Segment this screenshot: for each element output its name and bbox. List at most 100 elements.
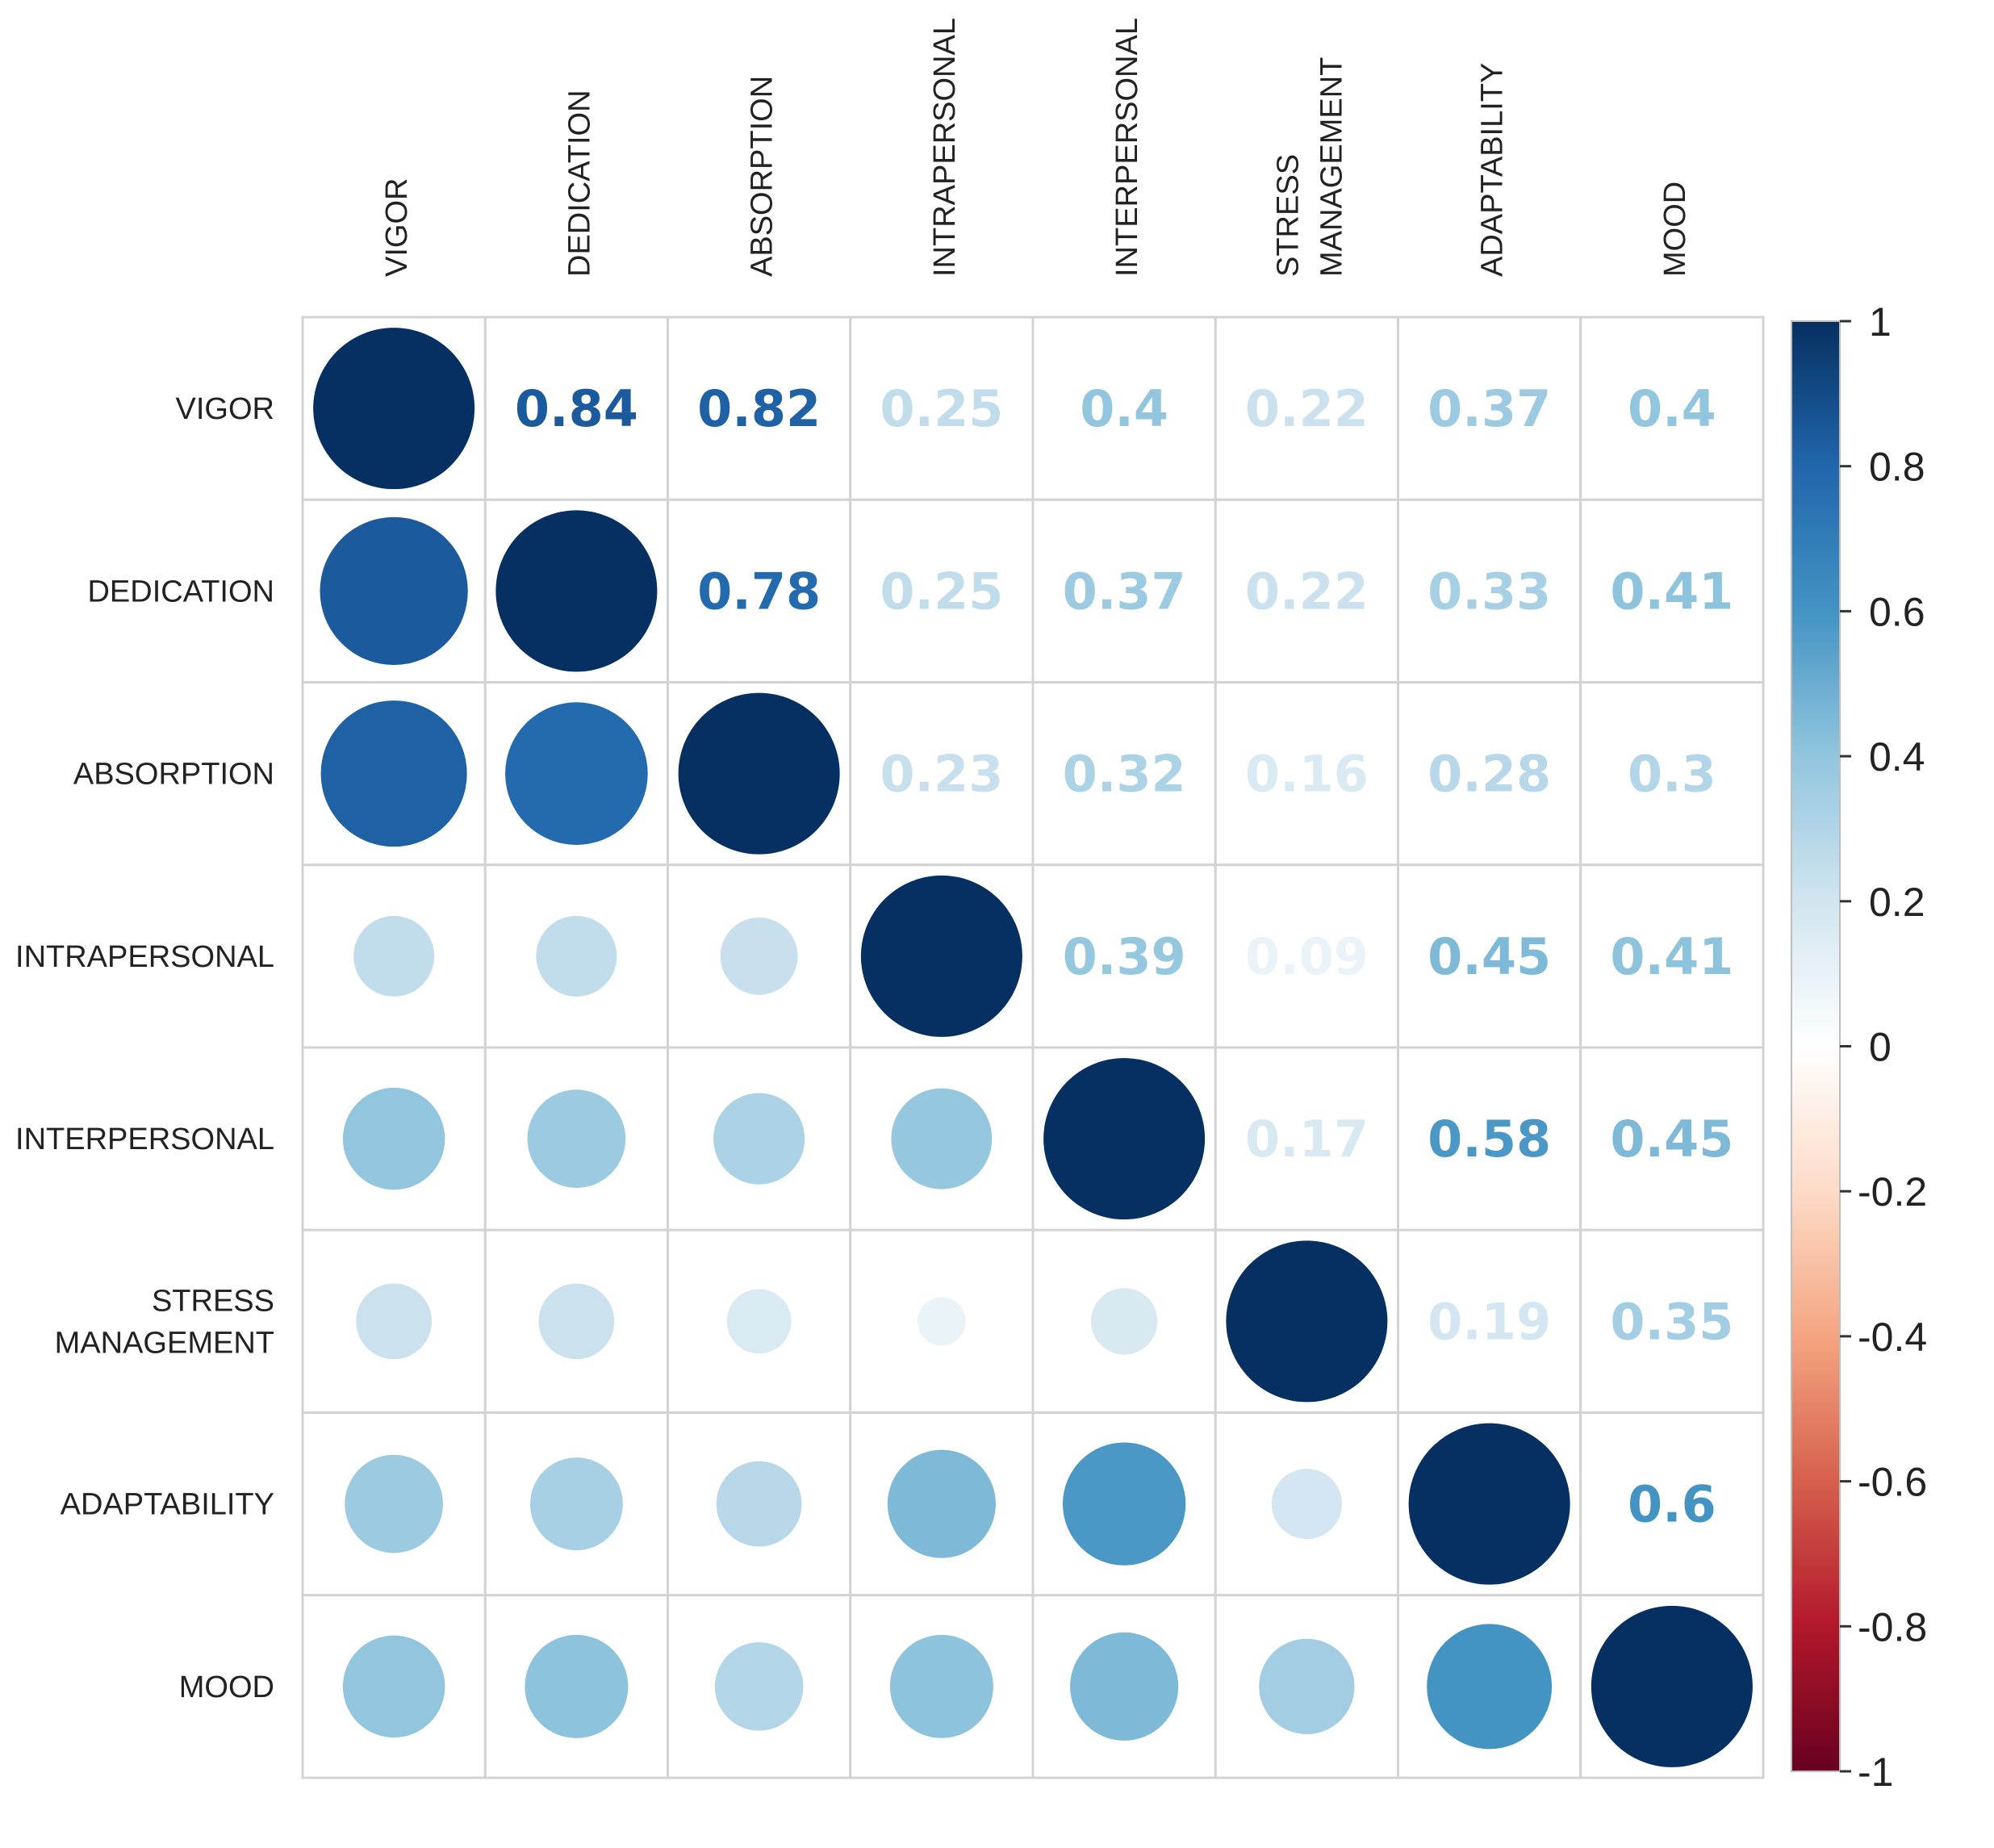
cell-intrapersonal-interpersonal bbox=[1031, 863, 1217, 1049]
correlation-circle-dedication-dedication bbox=[495, 510, 658, 672]
value-label-dedication-mood: 0.41 bbox=[1610, 562, 1733, 621]
correlation-circle-interpersonal-dedication bbox=[527, 1089, 626, 1188]
value-label-vigor-mood: 0.4 bbox=[1628, 379, 1716, 438]
correlation-circle-absorption-absorption bbox=[678, 692, 840, 855]
column-label-dedication: DEDICATION bbox=[562, 90, 596, 277]
legend-tick-label: -1 bbox=[1858, 1750, 1893, 1795]
correlation-circle-intrapersonal-dedication bbox=[536, 915, 617, 997]
cell-vigor-dedication bbox=[483, 316, 669, 501]
legend-tick-label: -0.6 bbox=[1858, 1460, 1927, 1505]
value-label-vigor-interpersonal: 0.4 bbox=[1080, 379, 1168, 438]
cell-vigor-stress-management bbox=[1214, 316, 1399, 501]
value-label-vigor-absorption: 0.82 bbox=[697, 379, 821, 438]
value-label-vigor-dedication: 0.84 bbox=[515, 379, 638, 438]
column-label-absorption: ABSORPTION bbox=[746, 76, 780, 277]
row-label-mood: MOOD bbox=[179, 1670, 274, 1704]
value-label-stress-management-adaptability: 0.19 bbox=[1428, 1292, 1551, 1351]
row-label-stress-management-line-2: MANAGEMENT bbox=[55, 1326, 274, 1360]
column-label-interpersonal: INTERPERSONAL bbox=[1110, 18, 1144, 277]
legend-tick-label: 0 bbox=[1869, 1025, 1892, 1070]
correlation-circle-stress-management-dedication bbox=[538, 1283, 615, 1360]
value-label-adaptability-mood: 0.6 bbox=[1628, 1475, 1716, 1534]
value-label-interpersonal-stress-management: 0.17 bbox=[1245, 1110, 1369, 1169]
column-label-stress-management-line-1: STRESS bbox=[1271, 154, 1305, 277]
correlation-circle-vigor-vigor bbox=[313, 328, 475, 490]
column-label-vigor: VIGOR bbox=[380, 178, 414, 277]
column-label-intrapersonal: INTRAPERSONAL bbox=[928, 18, 962, 277]
cell-dedication-mood bbox=[1579, 498, 1765, 684]
cell-absorption-mood bbox=[1579, 681, 1765, 867]
cell-interpersonal-adaptability bbox=[1397, 1046, 1582, 1231]
value-label-dedication-intrapersonal: 0.25 bbox=[880, 562, 1003, 621]
cell-vigor-interpersonal bbox=[1031, 316, 1217, 501]
legend-tick-label: -0.4 bbox=[1858, 1315, 1927, 1360]
row-label-stress-management-line-1: STRESS bbox=[152, 1284, 274, 1318]
legend-tick-label: -0.8 bbox=[1858, 1604, 1927, 1649]
value-label-intrapersonal-mood: 0.41 bbox=[1610, 927, 1733, 986]
row-label-intrapersonal: INTRAPERSONAL bbox=[15, 940, 274, 974]
cell-adaptability-mood bbox=[1579, 1411, 1765, 1597]
row-label-absorption: ABSORPTION bbox=[73, 758, 274, 792]
legend-tick-label: 0.2 bbox=[1869, 880, 1925, 925]
value-label-dedication-stress-management: 0.22 bbox=[1245, 562, 1369, 621]
correlation-circle-stress-management-stress-management bbox=[1226, 1240, 1388, 1403]
correlation-circle-adaptability-interpersonal bbox=[1062, 1442, 1186, 1566]
value-label-absorption-interpersonal: 0.32 bbox=[1063, 745, 1186, 804]
correlation-grid: 0.84 0.82 0.25 0.4 0.22 0.37 0.4 0.78 0.25 0.37 0.… bbox=[301, 316, 1765, 1779]
correlation-circle-interpersonal-intrapersonal bbox=[891, 1088, 993, 1189]
correlation-circle-stress-management-absorption bbox=[726, 1289, 792, 1354]
correlation-circle-mood-vigor bbox=[342, 1635, 445, 1738]
correlation-circle-mood-absorption bbox=[714, 1642, 804, 1731]
row-labels: VIGOR DEDICATION ABSORPTION INTRAPERSONAL IN… bbox=[15, 392, 274, 1704]
value-label-absorption-mood: 0.3 bbox=[1628, 745, 1716, 804]
correlation-circle-interpersonal-absorption bbox=[713, 1093, 805, 1185]
value-label-interpersonal-adaptability: 0.58 bbox=[1428, 1110, 1551, 1169]
legend-tick-label: 0.4 bbox=[1869, 734, 1925, 780]
legend-tick-label: -0.2 bbox=[1858, 1169, 1927, 1215]
value-label-absorption-intrapersonal: 0.23 bbox=[880, 745, 1003, 804]
cell-stress-management-mood bbox=[1579, 1228, 1765, 1414]
color-legend: 1 0.8 0.6 0.4 0.2 0 -0.2 -0.4 -0.6 -0.8 -1 bbox=[1791, 299, 1927, 1795]
cell-absorption-stress-management bbox=[1214, 681, 1399, 867]
cell-absorption-adaptability bbox=[1397, 681, 1582, 867]
value-label-vigor-intrapersonal: 0.25 bbox=[880, 379, 1003, 438]
correlation-circle-absorption-dedication bbox=[505, 702, 648, 845]
correlation-circle-adaptability-stress-management bbox=[1271, 1469, 1342, 1540]
correlation-circle-intrapersonal-vigor bbox=[353, 915, 435, 997]
cell-dedication-stress-management bbox=[1214, 498, 1399, 684]
correlation-circle-absorption-vigor bbox=[320, 700, 467, 847]
cell-intrapersonal-adaptability bbox=[1397, 863, 1582, 1049]
value-label-dedication-interpersonal: 0.37 bbox=[1063, 562, 1186, 621]
value-label-vigor-adaptability: 0.37 bbox=[1428, 379, 1551, 438]
cell-dedication-intrapersonal bbox=[849, 498, 1035, 684]
value-label-stress-management-mood: 0.35 bbox=[1610, 1292, 1733, 1351]
cell-vigor-mood bbox=[1579, 316, 1765, 501]
correlation-circle-intrapersonal-intrapersonal bbox=[860, 875, 1022, 1037]
row-label-interpersonal: INTERPERSONAL bbox=[15, 1123, 274, 1156]
correlation-circle-interpersonal-interpersonal bbox=[1043, 1058, 1206, 1220]
value-label-interpersonal-mood: 0.45 bbox=[1610, 1110, 1733, 1169]
cell-interpersonal-mood bbox=[1579, 1046, 1765, 1231]
row-label-vigor: VIGOR bbox=[176, 392, 274, 426]
value-label-dedication-adaptability: 0.33 bbox=[1428, 562, 1551, 621]
column-label-stress-management-line-2: MANAGEMENT bbox=[1315, 57, 1348, 277]
legend-ticks: 1 0.8 0.6 0.4 0.2 0 -0.2 -0.4 -0.6 -0.8 -1 bbox=[1840, 299, 1927, 1795]
column-labels: VIGOR DEDICATION ABSORPTION INTRAPERSONAL IN… bbox=[380, 18, 1692, 277]
correlation-circle-mood-dedication bbox=[525, 1634, 629, 1738]
correlation-circle-mood-adaptability bbox=[1427, 1624, 1553, 1750]
legend-tick-label: 0.6 bbox=[1869, 589, 1925, 634]
value-label-intrapersonal-interpersonal: 0.39 bbox=[1063, 927, 1186, 986]
row-label-adaptability: ADAPTABILITY bbox=[61, 1488, 274, 1522]
correlation-circle-adaptability-absorption bbox=[716, 1461, 802, 1547]
legend-tick-label: 0.8 bbox=[1869, 445, 1925, 490]
correlation-circle-interpersonal-vigor bbox=[342, 1087, 445, 1190]
row-label-dedication: DEDICATION bbox=[87, 575, 274, 608]
correlation-circle-mood-stress-management bbox=[1259, 1638, 1355, 1735]
correlation-circle-adaptability-adaptability bbox=[1408, 1423, 1570, 1585]
value-label-dedication-absorption: 0.78 bbox=[697, 562, 821, 621]
value-label-intrapersonal-stress-management: 0.09 bbox=[1245, 927, 1369, 986]
correlation-circle-mood-intrapersonal bbox=[889, 1634, 993, 1738]
correlation-circle-mood-mood bbox=[1591, 1605, 1753, 1767]
cell-dedication-interpersonal bbox=[1031, 498, 1217, 684]
